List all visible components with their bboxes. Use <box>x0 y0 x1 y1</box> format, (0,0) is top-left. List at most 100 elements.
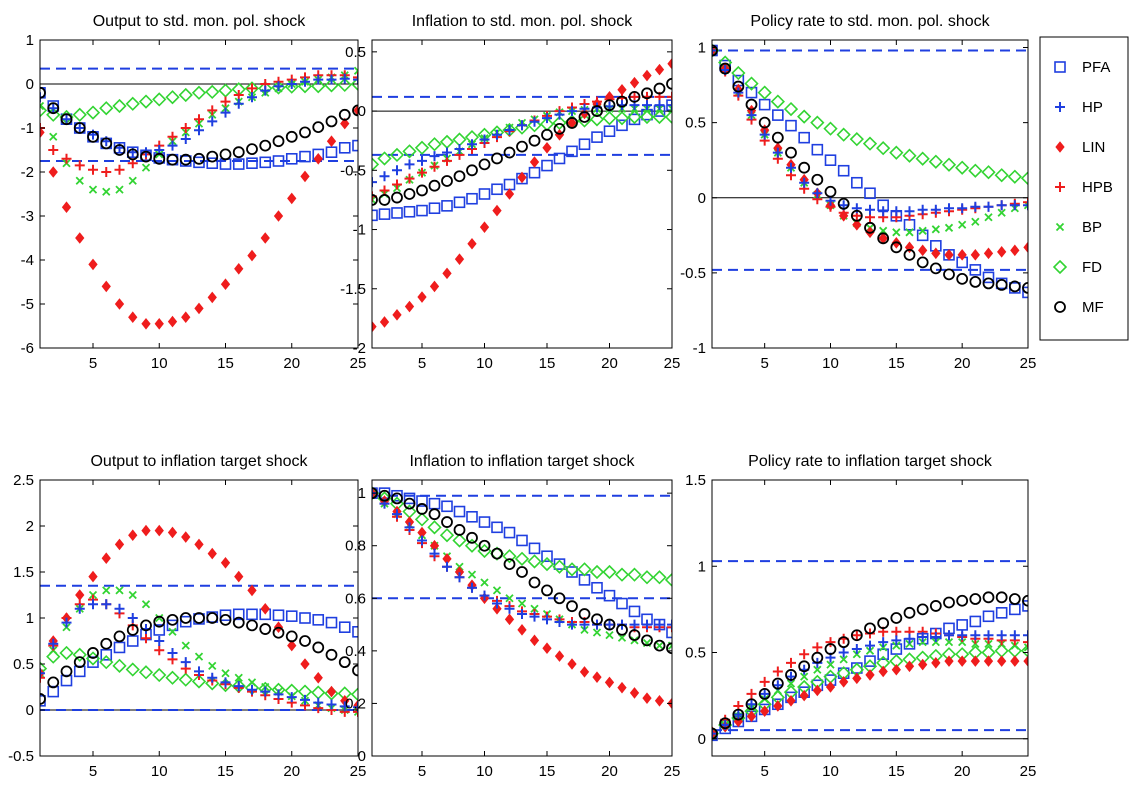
plot-area <box>372 57 672 333</box>
data-point <box>527 554 542 569</box>
data-point <box>138 665 154 680</box>
data-point <box>350 687 358 702</box>
data-point <box>918 226 927 235</box>
data-point <box>416 204 428 217</box>
data-point <box>178 672 193 687</box>
data-point <box>87 647 99 659</box>
data-point <box>849 132 864 147</box>
data-point <box>414 512 430 527</box>
data-point <box>667 91 672 102</box>
plot-area <box>712 43 1028 299</box>
data-point <box>206 150 219 163</box>
x-tick-label: 20 <box>283 355 300 372</box>
data-point <box>955 160 970 175</box>
data-point <box>167 140 178 151</box>
data-point <box>654 100 665 111</box>
data-point <box>340 117 350 130</box>
data-point <box>73 122 86 134</box>
data-point <box>552 115 567 131</box>
series-fd <box>712 643 1028 741</box>
y-tick-label: -1.5 <box>340 281 366 298</box>
data-point <box>758 688 771 700</box>
data-point <box>338 108 351 121</box>
data-point <box>300 694 310 705</box>
data-point <box>40 668 45 679</box>
data-point <box>259 139 272 152</box>
data-point <box>99 101 114 116</box>
data-point <box>639 109 655 125</box>
data-point <box>824 154 837 166</box>
data-point <box>850 209 863 222</box>
data-point <box>179 153 192 166</box>
data-point <box>997 246 1007 258</box>
legend-label: LIN <box>1082 139 1105 156</box>
data-point <box>260 602 270 615</box>
data-point <box>864 622 876 635</box>
data-point <box>970 201 981 212</box>
data-point <box>206 157 219 169</box>
data-point <box>891 206 902 217</box>
plot-area <box>712 560 1028 742</box>
data-point <box>372 157 380 172</box>
data-point <box>313 152 323 165</box>
data-point <box>553 558 566 570</box>
axes-frame <box>711 479 1029 757</box>
data-point <box>219 613 232 626</box>
data-point <box>770 94 785 109</box>
data-point <box>541 584 553 597</box>
data-point <box>639 570 655 585</box>
data-point <box>74 160 85 171</box>
data-point <box>905 228 914 237</box>
data-point <box>141 600 151 609</box>
data-point <box>603 125 616 138</box>
data-point <box>441 516 453 528</box>
data-point <box>516 566 528 578</box>
data-point <box>154 317 164 330</box>
data-point <box>1010 655 1020 667</box>
data-point <box>102 586 111 595</box>
data-point <box>918 658 928 671</box>
data-point <box>286 692 297 703</box>
data-point <box>207 547 217 560</box>
data-point <box>890 241 903 254</box>
data-point <box>799 649 810 660</box>
data-point <box>1022 282 1028 294</box>
x-tick-label: 10 <box>476 763 493 780</box>
y-tick-label: 1 <box>698 40 706 57</box>
data-point <box>602 111 617 126</box>
data-point <box>246 619 258 632</box>
legend-label: MF <box>1082 299 1104 316</box>
data-point <box>352 139 358 152</box>
y-tick-label: -3 <box>21 208 34 225</box>
data-point <box>983 247 994 260</box>
data-point <box>416 184 428 197</box>
data-point <box>517 599 527 608</box>
legend: PFA HP LIN HPB BP FD MF <box>1039 36 1129 341</box>
x-tick-label: 25 <box>350 763 367 780</box>
data-point <box>40 693 46 705</box>
data-point <box>851 630 862 641</box>
data-point <box>113 144 126 156</box>
series-fd <box>372 486 672 588</box>
data-point <box>891 626 902 637</box>
data-point <box>194 666 204 677</box>
data-point <box>454 253 465 265</box>
series-hp <box>372 100 672 188</box>
series-fd <box>372 109 672 172</box>
data-point <box>1009 200 1020 211</box>
data-point <box>392 179 402 190</box>
data-point <box>61 114 72 125</box>
data-point <box>916 603 929 616</box>
data-point <box>905 639 914 649</box>
data-point <box>491 152 503 165</box>
data-point <box>372 320 377 333</box>
data-point <box>603 589 616 602</box>
data-point <box>712 726 717 737</box>
data-point <box>517 120 527 131</box>
data-point <box>929 600 942 612</box>
data-point <box>877 232 890 245</box>
data-point <box>402 144 417 159</box>
data-point <box>591 613 603 626</box>
data-point <box>247 584 257 597</box>
x-tick-label: 10 <box>822 355 839 372</box>
